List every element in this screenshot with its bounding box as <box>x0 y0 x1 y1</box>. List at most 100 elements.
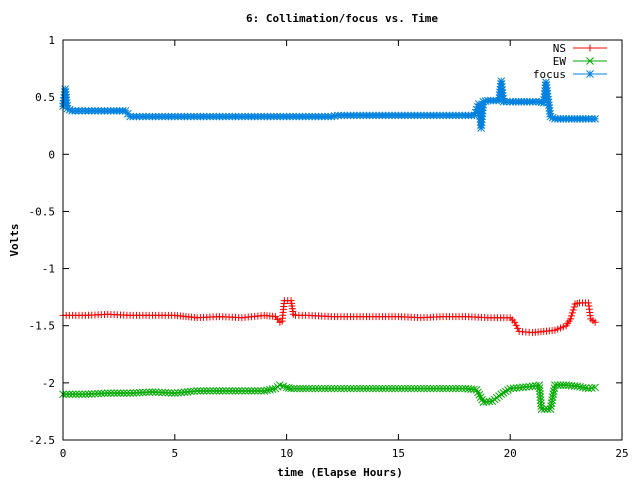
data-point <box>537 405 546 413</box>
data-point <box>190 387 198 396</box>
data-point <box>340 384 348 393</box>
data-point <box>170 389 179 397</box>
data-point <box>501 387 510 396</box>
data-point <box>584 384 593 393</box>
data-point <box>215 387 224 395</box>
data-point <box>346 384 355 393</box>
data-point <box>282 383 291 392</box>
data-point <box>247 387 256 395</box>
data-point <box>183 387 192 396</box>
data-point <box>253 387 262 395</box>
data-point <box>287 384 295 393</box>
data-point <box>394 384 403 393</box>
data-point <box>123 389 131 397</box>
y-axis-label: Volts <box>8 223 21 256</box>
data-point <box>91 389 99 398</box>
data-point <box>244 387 253 395</box>
data-point <box>75 390 83 399</box>
data-point <box>228 387 237 395</box>
data-point <box>218 387 227 395</box>
legend-marker <box>586 44 594 52</box>
data-point <box>177 388 186 397</box>
data-point <box>174 388 182 397</box>
data-point <box>455 384 463 393</box>
data-point <box>330 112 339 120</box>
data-point <box>126 389 134 397</box>
data-point <box>567 312 575 320</box>
data-point <box>148 388 157 396</box>
data-point <box>591 115 600 123</box>
data-point <box>436 384 444 393</box>
plot-frame <box>62 39 623 441</box>
data-point <box>145 388 154 397</box>
data-point <box>509 384 518 393</box>
data-point <box>515 383 524 392</box>
data-point <box>413 384 422 393</box>
x-tick-label: 5 <box>171 447 178 460</box>
series-ns <box>59 297 599 337</box>
x-tick-label: 15 <box>392 447 405 460</box>
data-point <box>359 384 368 393</box>
data-point <box>327 112 336 121</box>
data-point <box>470 111 479 120</box>
data-point <box>333 384 342 393</box>
data-point <box>324 384 332 393</box>
data-point <box>321 384 329 393</box>
data-point <box>519 383 527 392</box>
data-point <box>499 389 508 397</box>
data-point <box>81 390 90 399</box>
data-point <box>65 390 74 399</box>
data-point <box>426 384 435 393</box>
data-point <box>568 309 576 317</box>
y-tick-label: 1 <box>48 34 55 47</box>
data-point <box>548 393 557 401</box>
data-point <box>535 387 544 395</box>
data-point <box>180 388 189 397</box>
data-point <box>569 306 577 314</box>
data-point <box>504 386 512 394</box>
data-point <box>581 384 590 392</box>
data-point <box>375 384 384 393</box>
legend-marker <box>586 70 594 78</box>
data-point <box>119 389 128 397</box>
data-point <box>547 399 556 407</box>
data-point <box>587 384 596 392</box>
data-point <box>290 384 298 393</box>
data-point <box>522 383 531 391</box>
data-point <box>94 389 102 398</box>
legend-marker <box>586 57 594 65</box>
data-point <box>512 321 520 329</box>
data-point <box>420 384 428 393</box>
plot-area <box>59 77 600 413</box>
data-point <box>514 324 522 332</box>
data-point <box>293 384 301 393</box>
data-point <box>327 384 336 393</box>
y-tick-label: -0.5 <box>29 205 56 218</box>
data-point <box>87 390 96 398</box>
x-tick-label: 10 <box>280 447 293 460</box>
data-point <box>212 387 221 395</box>
data-point <box>536 393 545 401</box>
data-point <box>129 389 138 397</box>
x-tick-label: 25 <box>615 447 628 460</box>
data-point <box>532 381 540 390</box>
data-point <box>546 112 555 121</box>
data-point <box>343 384 352 393</box>
data-point <box>474 388 482 397</box>
data-point <box>167 389 176 397</box>
data-point <box>234 387 243 395</box>
data-point <box>478 395 486 404</box>
data-point <box>222 387 230 395</box>
data-point <box>314 384 323 393</box>
data-point <box>68 390 77 399</box>
data-point <box>110 389 118 397</box>
data-point <box>132 388 141 397</box>
y-tick-label: -1 <box>42 263 55 276</box>
data-point <box>551 381 559 389</box>
data-point <box>158 388 166 397</box>
data-point <box>556 381 565 389</box>
y-tick-label: -1.5 <box>29 320 56 333</box>
data-point <box>506 384 515 393</box>
data-point <box>238 387 246 395</box>
